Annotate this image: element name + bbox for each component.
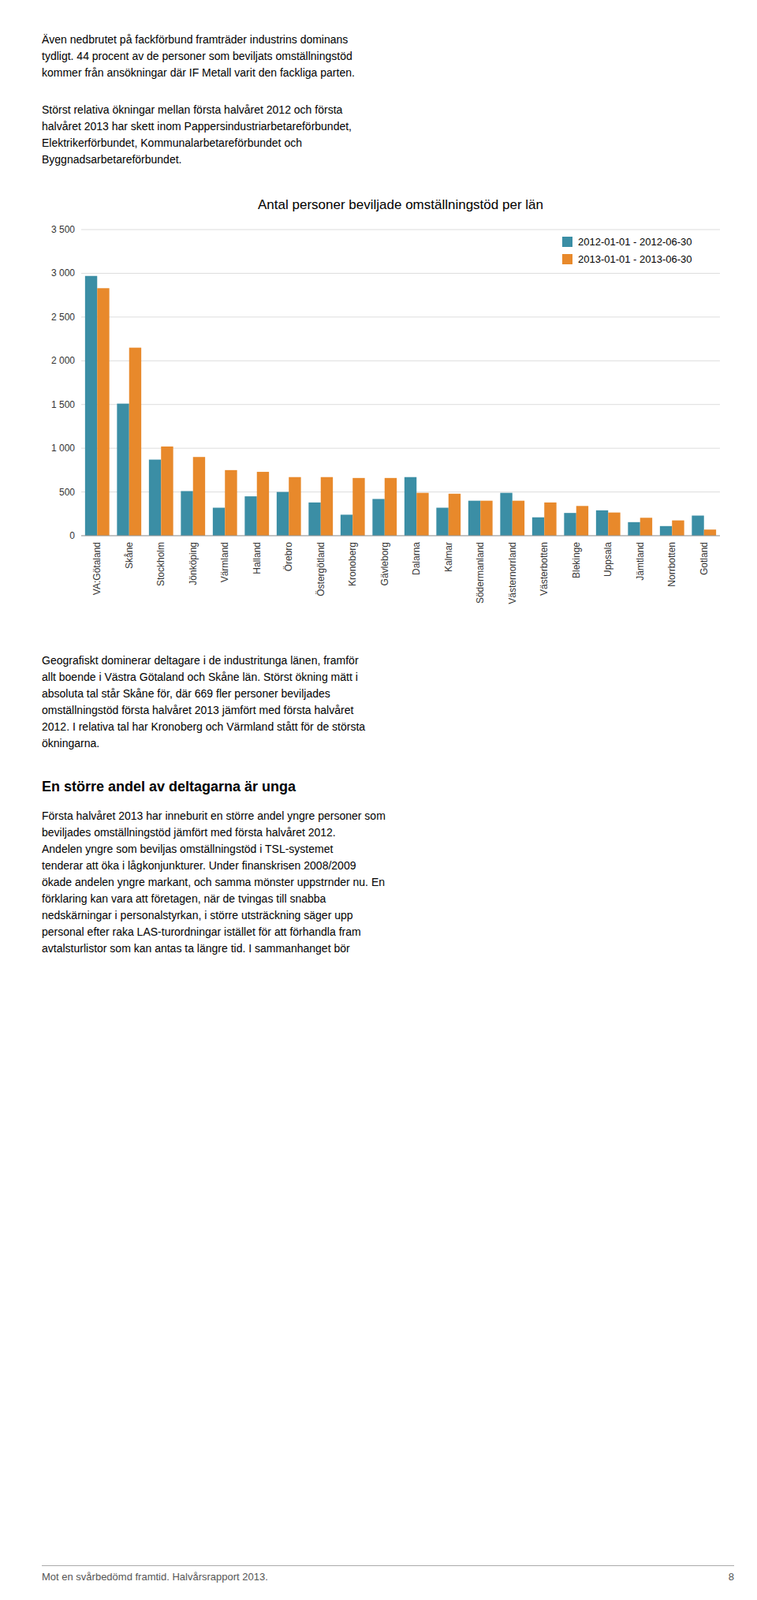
bar — [596, 510, 608, 536]
bar — [384, 477, 397, 536]
x-tick-label: VA:Götaland — [91, 541, 103, 595]
x-tick-label: Värmland — [219, 541, 231, 582]
bar — [704, 529, 716, 536]
legend-label: 2013-01-01 - 2013-06-30 — [578, 253, 693, 265]
bar — [627, 522, 640, 536]
y-tick-label: 2 500 — [51, 311, 75, 323]
y-tick-label: 3 500 — [51, 223, 75, 235]
x-tick-label: Jönköping — [187, 541, 199, 586]
x-tick-label: Skåne — [123, 541, 135, 569]
legend: 2012-01-01 - 2012-06-30 2013-01-01 - 2013… — [562, 235, 693, 265]
heading: En större andel av deltagarna är unga — [41, 778, 736, 795]
x-axis: VA:Götaland Skåne Stockholm Jönköping Värmla… — [91, 541, 710, 605]
paragraph: Första halvåret 2013 har inneburit en st… — [41, 807, 736, 957]
grid-line — [81, 229, 720, 231]
bar — [416, 492, 429, 536]
bar — [640, 517, 653, 536]
bar — [224, 469, 237, 536]
x-tick-label: Västernorrland — [507, 541, 519, 605]
bar — [607, 512, 620, 536]
paragraph: Störst relativa ökningar mellan första h… — [41, 101, 736, 168]
x-tick-label: Halland — [251, 541, 263, 575]
bar — [116, 403, 129, 536]
x-tick-label: Kalmar — [443, 541, 455, 572]
x-tick-label: Uppsala — [602, 541, 614, 577]
chart-title: Antal personer beviljade omställningstöd… — [257, 197, 544, 213]
grid-line — [81, 535, 720, 537]
bar — [480, 500, 493, 536]
x-tick-label: Östergötland — [315, 541, 327, 597]
grid-line — [81, 360, 720, 362]
bar — [193, 456, 206, 536]
bar — [96, 287, 109, 536]
x-tick-label: Västerbotten — [538, 541, 550, 596]
legend-swatch — [562, 236, 573, 247]
y-tick-label: 2 000 — [51, 354, 75, 366]
bar — [532, 517, 545, 536]
x-tick-label: Dalarna — [410, 541, 422, 575]
bar — [468, 500, 481, 536]
x-tick-label: Örebro — [283, 541, 295, 572]
legend-swatch — [562, 253, 573, 265]
grid-line — [81, 316, 720, 317]
bar — [671, 520, 684, 536]
grid-line — [81, 491, 720, 493]
x-tick-label: Gotland — [698, 541, 710, 575]
y-tick-label: 0 — [69, 529, 75, 541]
paragraph: Geografiskt dominerar deltagare i de ind… — [41, 652, 736, 752]
x-tick-label: Gävleborg — [379, 541, 391, 586]
bar — [129, 347, 142, 536]
bar — [544, 502, 556, 536]
y-axis: 0 500 1 000 1 500 2 000 2 500 3 000 3 500 — [51, 223, 720, 541]
x-tick-label: Blekinge — [570, 541, 582, 579]
bar — [691, 515, 704, 536]
x-tick-label: Norrbotten — [666, 541, 678, 587]
paragraph: Även nedbrutet på fackförbund framträder… — [41, 31, 736, 82]
y-tick-label: 1 500 — [51, 399, 75, 411]
legend-label: 2012-01-01 - 2012-06-30 — [578, 235, 693, 248]
grid-line — [81, 447, 720, 449]
bar — [436, 507, 448, 536]
bar — [320, 477, 333, 536]
x-tick-label: Kronoberg — [346, 541, 358, 586]
x-axis-line — [81, 535, 720, 537]
bar — [499, 492, 512, 536]
grid-line — [81, 272, 720, 274]
bar — [308, 502, 321, 536]
y-tick-label: 500 — [59, 486, 75, 498]
bar — [257, 471, 269, 536]
x-tick-label: Jämtland — [634, 541, 646, 581]
x-tick-label: Södermanland — [474, 541, 486, 604]
bar — [404, 477, 417, 536]
y-tick-label: 1 000 — [51, 442, 75, 454]
page-number: 8 — [728, 1569, 735, 1582]
bar — [340, 514, 353, 536]
bar — [149, 459, 161, 536]
bar — [512, 500, 525, 536]
y-tick-label: 3 000 — [51, 267, 75, 279]
footer: Mot en svårbedömd framtid. Halvårsrappor… — [41, 1564, 735, 1582]
bar — [576, 505, 589, 536]
bar — [244, 495, 257, 536]
footer-text: Mot en svårbedömd framtid. Halvårsrappor… — [41, 1569, 269, 1582]
page: Även nedbrutet på fackförbund framträder… — [41, 31, 736, 978]
bar — [352, 477, 365, 536]
bar — [660, 525, 672, 536]
bar — [276, 492, 289, 536]
bar — [180, 490, 193, 536]
bar — [288, 477, 301, 536]
bar — [563, 512, 576, 536]
grid-line — [81, 403, 720, 405]
bar — [372, 498, 385, 536]
bar-chart: Antal personer beviljade omställningstöd… — [26, 188, 736, 638]
bar — [85, 275, 97, 536]
bars — [85, 275, 716, 536]
bar — [160, 446, 173, 536]
bar — [212, 507, 225, 536]
bar — [448, 493, 461, 536]
x-tick-label: Stockholm — [155, 541, 167, 586]
